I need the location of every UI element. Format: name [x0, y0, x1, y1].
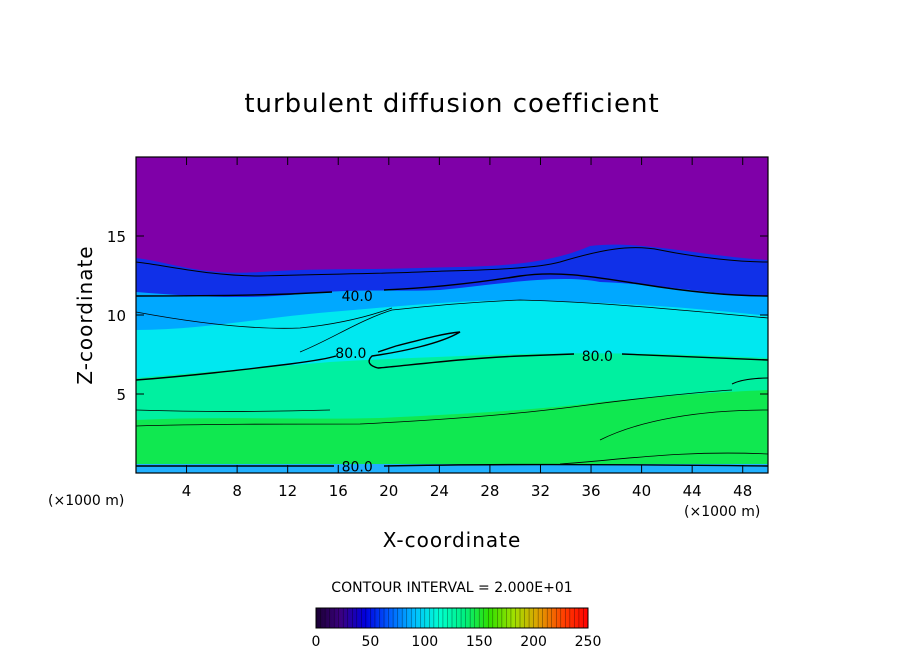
contour-line [136, 273, 768, 297]
contour-line [299, 299, 768, 353]
colorbar-tick-label: 200 [520, 634, 547, 650]
x-tick-label: 12 [278, 482, 297, 500]
x-tick-label: 36 [581, 482, 600, 500]
x-tick-label: 48 [733, 482, 752, 500]
x-tick-label: 4 [182, 482, 192, 500]
colorbar-tick-label: 100 [411, 634, 438, 650]
x-tick-label: 40 [632, 482, 651, 500]
x-tick-label: 28 [480, 482, 499, 500]
x-axis: 4 8 12 16 20 24 28 32 36 40 44 48 [182, 157, 752, 500]
contour-line [136, 389, 733, 427]
colorbar-tick-label: 150 [466, 634, 493, 650]
colorbar: 0 50 100 150 200 250 [312, 607, 602, 650]
colorbar-stripes [320, 608, 584, 628]
contour-label: 80.0 [335, 346, 366, 362]
field-band-green [136, 390, 768, 473]
contour-line [136, 331, 768, 381]
colorbar-ticks: 0 50 100 150 200 250 [312, 634, 602, 650]
y-tick-label: 10 [107, 307, 126, 325]
x-axis-title: X-coordinate [383, 528, 522, 552]
contour-line [136, 307, 393, 329]
contour-label: 80.0 [582, 349, 613, 365]
contour-line [136, 463, 768, 467]
x-tick-label: 32 [531, 482, 550, 500]
colorbar-frame [315, 607, 589, 629]
contour-labels: 40.0 80.0 80.0 80.0 [335, 289, 613, 476]
contour-label: 40.0 [342, 289, 373, 305]
contour-line [731, 377, 768, 385]
contour-line [136, 409, 768, 441]
colorbar-tick-label: 50 [361, 634, 379, 650]
x-tick-label: 16 [329, 482, 348, 500]
y-axis: 5 10 15 [107, 228, 768, 404]
colorbar-tick-label: 250 [575, 634, 602, 650]
x-tick-label: 24 [430, 482, 449, 500]
colorbar-tick-label: 0 [312, 634, 321, 650]
x-tick-label: 44 [683, 482, 702, 500]
x-tick-label: 8 [232, 482, 242, 500]
field-band-surface [136, 464, 768, 473]
chart-title: turbulent diffusion coefficient [244, 89, 659, 119]
contour-label: 80.0 [342, 460, 373, 476]
contour-line [559, 452, 768, 465]
y-axis-title: Z-coordinate [73, 245, 97, 384]
contour-interval: CONTOUR INTERVAL = 2.000E+01 [331, 580, 572, 596]
plot-area: 40.0 80.0 80.0 80.0 [136, 157, 768, 476]
y-tick-label: 15 [107, 228, 126, 246]
y-tick-label: 5 [116, 386, 126, 404]
x-tick-label: 20 [379, 482, 398, 500]
x-unit-left: (×1000 m) [48, 493, 124, 509]
contour-line [136, 247, 768, 277]
x-unit-right: (×1000 m) [684, 504, 760, 520]
contour-lines [136, 247, 768, 467]
